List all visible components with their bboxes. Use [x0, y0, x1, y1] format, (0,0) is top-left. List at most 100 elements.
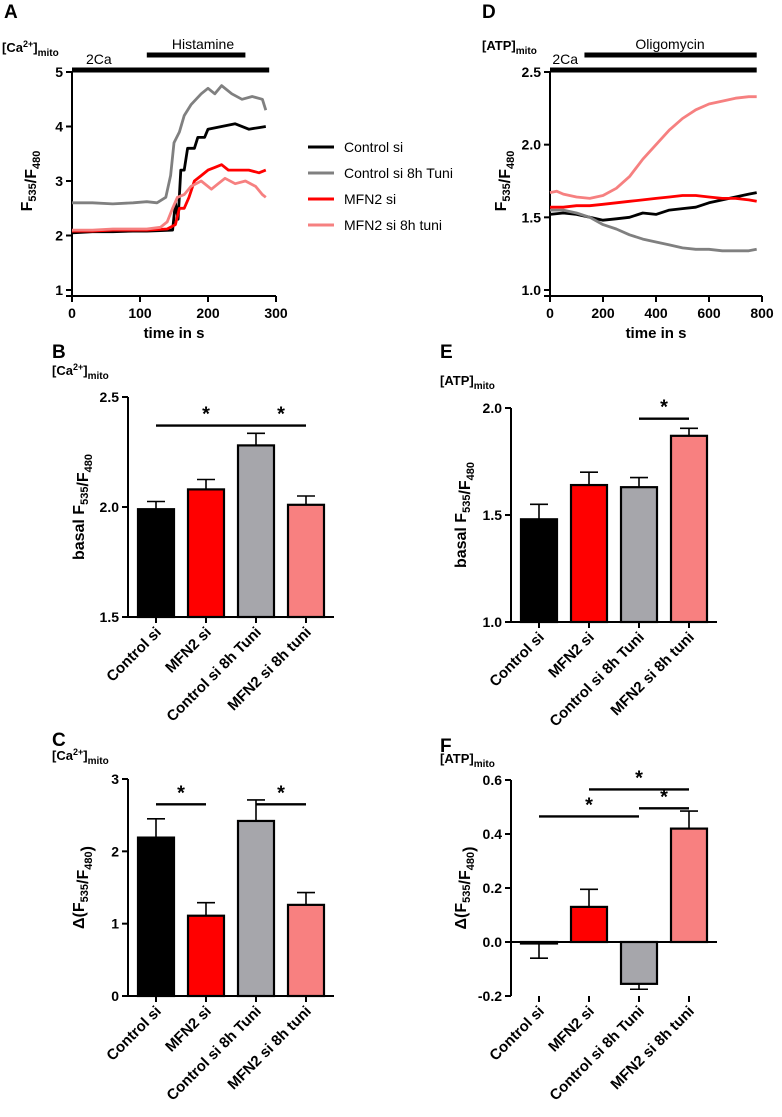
panel-header: [Ca2+]mito	[52, 362, 109, 382]
y-tick-label: 2	[111, 843, 119, 859]
x-tick-label: 100	[128, 305, 152, 321]
treatment-label-2ca: 2Ca	[86, 51, 112, 67]
bar-control-si	[136, 508, 176, 619]
x-tick-label: 200	[196, 305, 220, 321]
panel-header: [ATP]mito	[482, 38, 537, 57]
series-line-control-si-8h-tuni	[72, 84, 268, 206]
category-label: Control si 8h Tuni	[163, 624, 264, 725]
bar-mfn2-si-8h-tuni	[286, 903, 326, 998]
x-axis-label: time in s	[144, 325, 205, 342]
panel-b-bar-chart: B[Ca2+]mito 1.5 2.0 2.5 basal F535/F480 Contr…	[52, 342, 334, 725]
x-tick-label: 300	[264, 305, 288, 321]
category-label: Control si	[103, 624, 165, 686]
legend-entry: Control si	[344, 139, 403, 155]
y-axis-label: F535/F480	[493, 151, 517, 212]
x-tick-label: 800	[750, 305, 774, 321]
y-tick-label: 0.0	[483, 934, 503, 950]
bar-control-si-8h-tuni	[619, 940, 659, 985]
y-tick-label: 1.5	[483, 507, 503, 523]
panel-label: C	[52, 730, 66, 751]
x-tick-label: 400	[644, 305, 668, 321]
bar-control-si-8h-tuni	[236, 819, 276, 998]
y-tick-label: 1	[55, 282, 63, 298]
y-tick-label: 5	[55, 64, 63, 80]
x-tick-label: 0	[546, 305, 554, 321]
bar-control-si	[136, 836, 176, 998]
category-label: Control si 8h Tuni	[546, 1003, 647, 1104]
significance-star: *	[585, 794, 593, 816]
y-axis-label: Δ(F535/F480)	[71, 846, 96, 929]
bar-control-si	[519, 518, 559, 624]
y-tick-label: 3	[111, 771, 119, 787]
y-tick-label: 3	[55, 173, 63, 189]
legend-entry: MFN2 si 8h tuni	[344, 217, 442, 233]
x-tick-label: 200	[591, 305, 615, 321]
legend-entry: MFN2 si	[344, 191, 396, 207]
y-tick-label: 0.2	[483, 880, 503, 896]
significance-star: *	[277, 404, 285, 426]
panel-header: [Ca2+]mito	[2, 39, 59, 59]
bar-mfn2-si	[569, 905, 609, 944]
y-axis-label: F535/F480	[19, 151, 43, 212]
series-line-mfn2-si	[550, 194, 757, 209]
panel-header: [ATP]mito	[440, 751, 495, 770]
bar-control-si	[519, 940, 559, 945]
x-tick-label: 0	[68, 305, 76, 321]
y-tick-label: 2.0	[483, 400, 503, 416]
treatment-label-histamine: Histamine	[172, 36, 234, 52]
panel-label: A	[4, 2, 18, 23]
panel-label: B	[52, 342, 66, 363]
series-line-mfn2-si-8h-tuni	[549, 95, 757, 200]
significance-star: *	[660, 397, 668, 419]
panel-label: E	[440, 342, 453, 363]
treatment-label-oligomycin: Oligomycin	[635, 36, 704, 52]
x-tick-label: 600	[697, 305, 721, 321]
y-tick-label: 2.0	[522, 137, 542, 153]
significance-star: *	[202, 404, 210, 426]
y-tick-label: 0.4	[483, 826, 503, 842]
legend-entry: Control si 8h Tuni	[344, 165, 453, 181]
y-tick-label: 0	[111, 988, 119, 1004]
bar-mfn2-si	[186, 914, 226, 998]
y-tick-label: 1.0	[522, 282, 542, 298]
y-axis-label: basal F535/F480	[453, 462, 477, 568]
category-label: Control si	[103, 1003, 165, 1065]
y-tick-label: 1.5	[522, 209, 542, 225]
y-tick-label: 1	[111, 916, 119, 932]
series-line-mfn2-si-8h-tuni	[72, 176, 267, 232]
bar-mfn2-si-8h-tuni	[669, 434, 709, 624]
bar-control-si-8h-tuni	[619, 486, 659, 624]
bar-mfn2-si-8h-tuni	[669, 827, 709, 944]
x-axis-label: time in s	[626, 325, 687, 342]
y-tick-label: 2	[55, 228, 63, 244]
bar-mfn2-si	[186, 488, 226, 619]
treatment-label-2ca: 2Ca	[552, 51, 578, 67]
panel-d-line-chart: D [ATP]mito 1.0 1.5 2.0 2.5 0 200 400 600 800 time …	[482, 2, 774, 342]
y-tick-label: 4	[55, 119, 63, 135]
significance-star: *	[635, 767, 643, 789]
y-tick-label: 0.6	[483, 772, 503, 788]
category-label: Control si 8h Tuni	[163, 1003, 264, 1104]
significance-star: *	[660, 786, 668, 808]
category-label: Control si	[486, 1003, 548, 1065]
y-tick-label: 2.5	[100, 389, 120, 405]
bar-mfn2-si	[569, 483, 609, 624]
panel-label: F	[440, 736, 452, 757]
y-tick-label: -0.2	[478, 988, 502, 1004]
y-tick-label: 2.5	[522, 64, 542, 80]
y-axis-label: Δ(F535/F480)	[453, 847, 478, 930]
significance-star: *	[177, 782, 185, 804]
y-tick-label: 1.0	[483, 614, 503, 630]
panel-header: [Ca2+]mito	[52, 747, 109, 767]
y-tick-label: 1.5	[100, 609, 120, 625]
panel-a-line-chart: A [Ca2+]mito 1 2 3 4 5 0 100 200 300 time in s F535/…	[2, 2, 453, 342]
panel-header: [ATP]mito	[440, 373, 495, 392]
panel-e-bar-chart: E [ATP]mito 1.0 1.5 2.0 basal F535/F480 Contro…	[440, 342, 717, 730]
category-label: Control si 8h Tuni	[546, 629, 647, 730]
panel-f-bar-chart: F[ATP]mito -0.2 0.0 0.2 0.4 0.6 Δ(F535/F480) Co…	[440, 736, 717, 1104]
y-tick-label: 2.0	[100, 499, 120, 515]
category-label: Control si	[486, 629, 548, 691]
bar-mfn2-si-8h-tuni	[286, 503, 326, 619]
